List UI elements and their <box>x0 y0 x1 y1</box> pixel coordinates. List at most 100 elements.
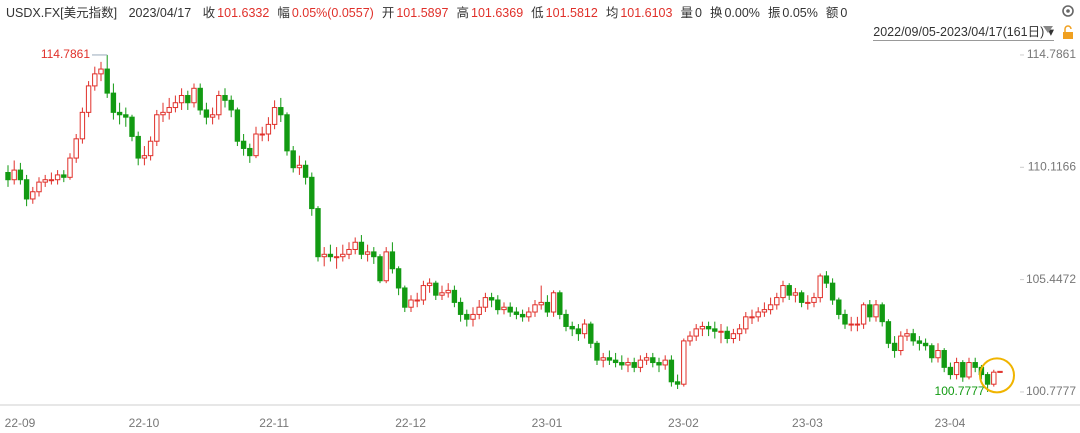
candle-body <box>767 304 774 311</box>
candle-body <box>805 301 811 304</box>
candle-body <box>929 345 935 359</box>
candle-body <box>724 330 730 339</box>
lock-icon[interactable] <box>1063 25 1073 39</box>
candle-body <box>991 371 997 385</box>
candle-body <box>166 107 172 113</box>
candle-body <box>358 241 365 255</box>
candle-body <box>265 123 272 135</box>
candle-body <box>842 313 848 325</box>
candle-body <box>54 174 61 181</box>
field-value: 0 <box>694 6 702 20</box>
candle-body <box>743 316 749 330</box>
candle-body <box>984 374 991 385</box>
candle-body <box>662 359 668 366</box>
candle-body <box>513 311 520 315</box>
candle-body <box>532 304 538 313</box>
candle-body <box>178 95 185 104</box>
candle-body <box>575 328 582 335</box>
field-value: 101.5897 <box>396 6 449 20</box>
candle-body <box>154 114 160 142</box>
candle-body <box>364 251 371 255</box>
candle-body <box>749 316 755 319</box>
candle-body <box>228 99 234 111</box>
y-tick-label: 114.7861 <box>1027 47 1076 61</box>
candle-body <box>687 335 693 342</box>
candle-body <box>823 275 830 284</box>
candle-body <box>898 335 904 352</box>
settings-icon[interactable] <box>1062 5 1074 17</box>
candle-body <box>705 325 712 330</box>
lock-shackle <box>1064 25 1072 32</box>
candle-body <box>48 179 55 182</box>
candle-body <box>445 289 451 294</box>
candle-body <box>674 381 681 385</box>
candle-body <box>457 301 464 315</box>
field-value: 0.05% <box>782 6 818 20</box>
candle-body <box>619 362 625 366</box>
field-value: 101.6332 <box>217 6 270 20</box>
field-value: 101.6369 <box>471 6 524 20</box>
x-tick-label: 22-10 <box>129 416 160 430</box>
candle-body <box>451 289 458 303</box>
candle-body <box>668 359 675 383</box>
candle-body <box>792 292 799 296</box>
candle-body <box>23 179 30 200</box>
candle-body <box>755 311 761 318</box>
candle-body <box>557 292 563 315</box>
candle-body <box>997 370 1003 373</box>
y-tick-label: 105.4472 <box>1026 272 1076 286</box>
candle-body <box>594 342 600 361</box>
candle-body <box>259 133 265 136</box>
candle-body <box>197 87 203 111</box>
candle-body <box>92 73 98 87</box>
field-label: 高 <box>456 6 470 20</box>
candle-body <box>854 323 861 326</box>
range-text: 2022/09/05-2023/04/17(161日) <box>873 25 1045 39</box>
field-value: 0.00% <box>724 6 760 20</box>
candle-body <box>160 111 166 116</box>
field-label: 换 <box>709 6 723 20</box>
candle-body <box>860 304 867 325</box>
candle-body <box>470 313 476 320</box>
candle-body <box>910 333 916 342</box>
range-selector[interactable]: 2022/09/05-2023/04/17(161日) ▾ <box>873 21 1054 41</box>
candle-body <box>464 313 470 320</box>
candle-body <box>581 323 588 335</box>
gear <box>1062 5 1074 17</box>
candle-body <box>550 292 557 313</box>
candle-body <box>147 140 154 157</box>
y-tick-label: 100.7777 <box>1026 384 1076 398</box>
candle-body <box>848 323 854 326</box>
candle-body <box>85 85 92 113</box>
candle-body <box>116 111 123 116</box>
x-tick-label: 22-12 <box>395 416 426 430</box>
range-arrow[interactable] <box>1043 26 1053 33</box>
field-label: 量 <box>680 6 693 20</box>
candle-body <box>501 306 507 311</box>
candle-body <box>600 357 606 361</box>
candle-body <box>712 328 718 332</box>
candle-body <box>563 313 569 327</box>
candle-body <box>588 323 594 344</box>
candle-body <box>302 164 309 178</box>
symbol: USDX.FX[美元指数] <box>6 6 118 20</box>
candle-body <box>538 301 544 306</box>
candle-body <box>656 362 662 366</box>
candle-body <box>439 292 445 296</box>
candle-body <box>340 253 346 258</box>
candle-body <box>693 328 699 337</box>
candle-body <box>346 248 352 255</box>
candle-body <box>216 95 222 116</box>
candle-body <box>79 111 86 140</box>
candle-body <box>11 169 17 181</box>
candle-body <box>42 179 48 183</box>
candle-body <box>284 114 290 152</box>
lock-body <box>1063 32 1073 39</box>
candle-body <box>61 174 67 178</box>
candle-body <box>426 282 433 287</box>
candle-body <box>240 140 247 149</box>
gear-hub <box>1066 9 1070 13</box>
candle-body <box>941 350 947 368</box>
candle-body <box>123 114 129 118</box>
